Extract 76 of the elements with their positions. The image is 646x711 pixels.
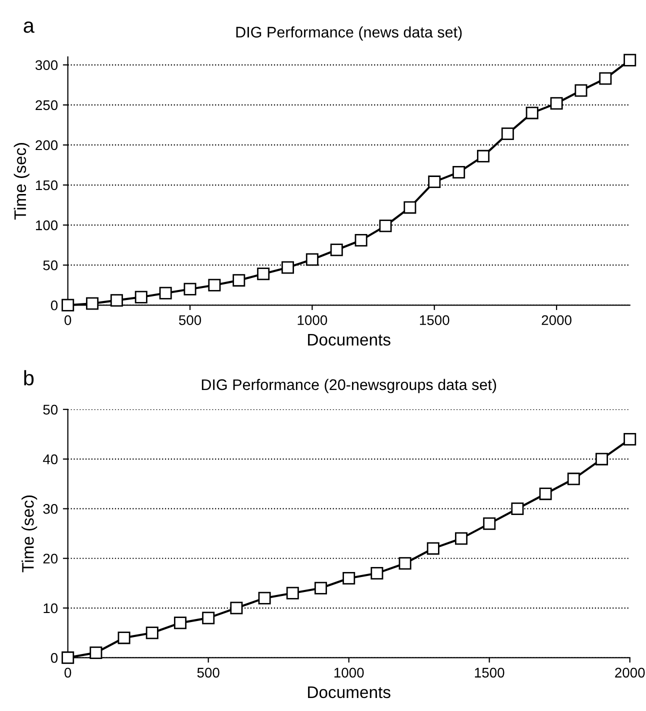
x-tick-label: 2000 xyxy=(542,315,572,326)
point xyxy=(404,201,416,214)
point xyxy=(184,282,196,296)
point xyxy=(539,488,552,500)
point xyxy=(379,220,392,232)
point xyxy=(428,176,441,188)
point xyxy=(202,612,215,624)
x-tick-label: 1500 xyxy=(474,668,504,678)
chart-title: DIG Performance (20-newsgroups data set) xyxy=(202,378,496,394)
point xyxy=(426,542,440,555)
point xyxy=(624,432,636,446)
point xyxy=(354,234,368,247)
point xyxy=(483,517,496,530)
y-tick-label: 50 xyxy=(43,260,58,270)
point xyxy=(398,557,412,570)
point xyxy=(62,651,74,664)
point xyxy=(86,297,99,310)
point xyxy=(501,128,514,140)
point xyxy=(599,72,612,85)
x-tick-label: 0 xyxy=(64,668,72,678)
y-tick-label: 20 xyxy=(43,554,58,564)
text: a xyxy=(24,21,34,33)
point xyxy=(550,97,563,110)
point xyxy=(159,286,172,300)
x-tick-label: 500 xyxy=(178,315,202,326)
y-tick-label: 250 xyxy=(36,100,58,110)
point xyxy=(454,532,468,545)
point xyxy=(574,84,588,97)
x-tick-label: 1000 xyxy=(334,668,364,678)
y-tick-label: 200 xyxy=(36,140,58,150)
point xyxy=(342,572,356,584)
point xyxy=(62,298,74,312)
y-axis-title: Time (sec) xyxy=(22,496,38,572)
y-tick-label: 100 xyxy=(36,220,58,230)
point xyxy=(134,290,148,304)
x-tick-label: 500 xyxy=(197,668,220,678)
y-tick-label: 0 xyxy=(50,300,58,310)
point xyxy=(476,150,490,162)
chart-title: DIG Performance (news data set) xyxy=(236,26,462,41)
x-tick-label: 1500 xyxy=(420,315,450,326)
point xyxy=(452,166,466,178)
y-tick-label: 40 xyxy=(42,454,58,464)
point xyxy=(370,567,384,580)
point xyxy=(286,586,299,600)
x-tick-label: 2000 xyxy=(615,668,645,678)
point xyxy=(146,626,158,640)
y-tick-label: 30 xyxy=(43,504,58,514)
x-tick-label: 1000 xyxy=(298,315,328,326)
x-tick-label: 0 xyxy=(64,315,72,326)
y-axis-title: Time (sec) xyxy=(14,143,30,220)
y-tick-label: 0 xyxy=(50,653,58,663)
point xyxy=(90,646,102,659)
point xyxy=(526,106,538,120)
point xyxy=(232,274,246,287)
point xyxy=(306,253,318,266)
point xyxy=(118,632,130,644)
y-tick-label: 150 xyxy=(36,180,58,190)
y-tick-label: 50 xyxy=(43,404,58,415)
y-tick-label: 10 xyxy=(44,603,58,614)
point xyxy=(330,244,343,256)
text: b xyxy=(24,370,34,386)
point xyxy=(282,261,294,274)
point xyxy=(208,278,221,292)
point xyxy=(174,616,186,630)
x-axis-title: Documents xyxy=(308,334,390,346)
y-tick-label: 300 xyxy=(35,60,58,70)
point xyxy=(258,592,271,604)
point xyxy=(257,268,270,280)
point xyxy=(624,54,636,66)
point xyxy=(567,472,580,486)
point xyxy=(596,452,608,466)
point xyxy=(230,602,243,614)
point xyxy=(110,294,123,307)
x-axis-title: Documents xyxy=(308,686,390,698)
point xyxy=(511,502,524,515)
point xyxy=(314,582,327,594)
